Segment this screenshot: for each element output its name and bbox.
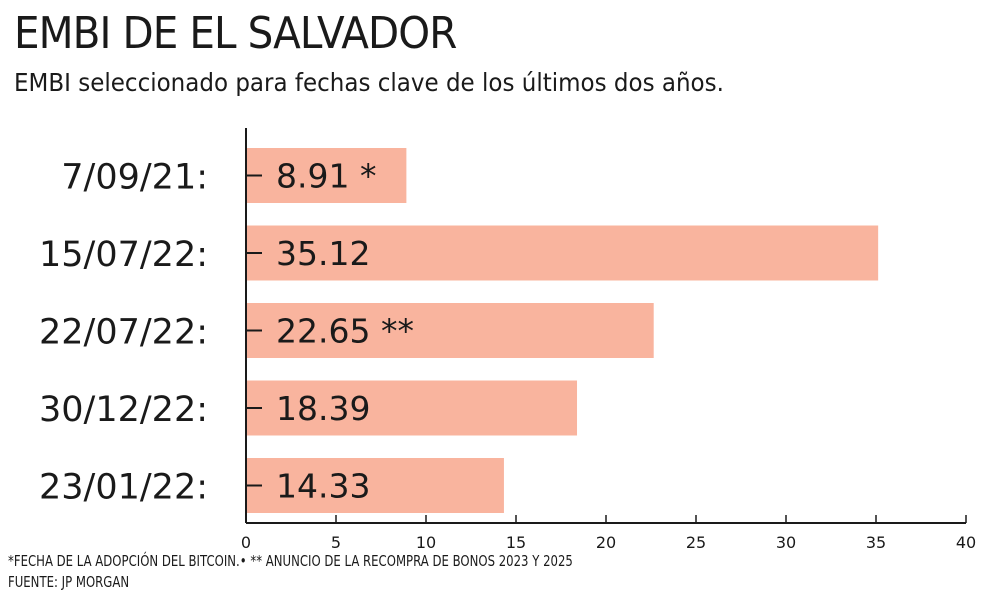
data-label: 22.65 **	[276, 312, 414, 351]
footnote: *FECHA DE LA ADOPCIÓN DEL BITCOIN.• ** A…	[8, 552, 573, 570]
x-tick-label: 40	[956, 533, 976, 552]
data-label: 14.33	[276, 467, 370, 506]
data-label: 18.39	[276, 389, 370, 428]
chart-subtitle: EMBI seleccionado para fechas clave de l…	[14, 68, 724, 97]
x-tick-label: 0	[241, 533, 251, 552]
chart-title: EMBI DE EL SALVADOR	[14, 8, 457, 59]
category-label: 30/12/22:	[39, 390, 208, 430]
source-note: FUENTE: JP MORGAN	[8, 573, 130, 591]
x-tick-label: 35	[866, 533, 886, 552]
category-label: 22/07/22:	[39, 313, 208, 353]
bar	[246, 148, 407, 203]
data-label: 35.12	[276, 234, 370, 273]
category-label: 15/07/22:	[39, 235, 208, 275]
x-tick-label: 30	[776, 533, 796, 552]
x-tick-label: 25	[686, 533, 706, 552]
bar	[246, 225, 879, 281]
x-tick-label: 5	[331, 533, 341, 552]
x-tick-label: 20	[596, 533, 616, 552]
bar	[246, 380, 578, 436]
category-label: 7/09/21:	[61, 158, 208, 198]
x-tick-label: 10	[416, 533, 436, 552]
bar	[246, 303, 654, 358]
bar	[246, 458, 504, 513]
x-tick-label: 15	[506, 533, 526, 552]
category-label: 23/01/22:	[39, 468, 208, 508]
data-label: 8.91 *	[276, 157, 376, 196]
